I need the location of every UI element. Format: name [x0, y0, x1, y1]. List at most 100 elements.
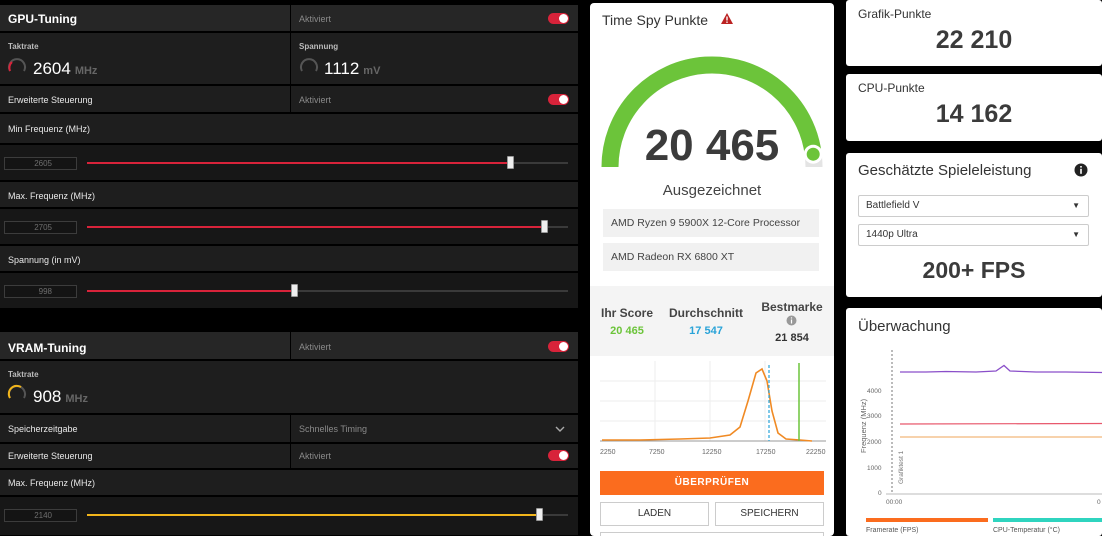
- gpu-min-freq-row: Min Frequenz (MHz): [0, 114, 578, 144]
- divider: [290, 332, 291, 360]
- score-comparison: Ihr Score 20 465 Durchschnitt 17 547 Bes…: [590, 286, 834, 356]
- tuning-panel: GPU-Tuning Aktiviert Taktrate 2604 MHz Sp…: [0, 5, 578, 536]
- vram-max-freq-thumb[interactable]: [536, 508, 543, 521]
- gpu-max-freq-thumb[interactable]: [541, 220, 548, 233]
- gpu-clock-value: 2604 MHz: [33, 59, 98, 78]
- cpu-name: AMD Ryzen 9 5900X 12-Core Processor: [603, 209, 819, 237]
- average-label: Durchschnitt: [668, 306, 743, 320]
- gpu-max-freq-row: Max. Frequenz (MHz): [0, 182, 578, 208]
- gpu-voltage-slider-row: 998: [0, 273, 578, 309]
- monitor-ytick: 3000: [867, 413, 882, 420]
- gpu-voltage-track[interactable]: [87, 290, 568, 292]
- gpu-max-freq-input[interactable]: 2705: [4, 221, 77, 234]
- monitoring-title: Überwachung: [858, 318, 951, 335]
- vram-max-freq-fill: [87, 514, 539, 516]
- gpu-tuning-toggle[interactable]: [548, 13, 569, 24]
- vram-max-freq-input[interactable]: 2140: [4, 509, 77, 522]
- legend-cpu-temp: CPU-Temperatur (°C): [993, 526, 1060, 534]
- cpu-score-value: 14 162: [935, 100, 1013, 128]
- gpu-min-freq-label: Min Frequenz (MHz): [8, 124, 91, 134]
- info-icon[interactable]: [786, 315, 797, 326]
- your-score-value: 20 465: [610, 325, 644, 337]
- gpu-advanced-toggle[interactable]: [548, 94, 569, 105]
- gpu-min-freq-slider-row: 2605: [0, 145, 578, 181]
- chevron-down-icon[interactable]: [555, 425, 565, 433]
- preset-select[interactable]: 1440p Ultra ▼: [858, 224, 1089, 246]
- cpu-score-label: CPU-Punkte: [858, 81, 925, 95]
- vram-clock-value: 908 MHz: [33, 387, 88, 406]
- vram-tuning-header: VRAM-Tuning Aktiviert: [0, 332, 578, 360]
- vram-advanced-row: Erweiterte Steuerung Aktiviert: [0, 444, 578, 469]
- dist-tick: 22250: [806, 449, 826, 456]
- average-value: 17 547: [689, 325, 723, 337]
- gpu-advanced-row: Erweiterte Steuerung Aktiviert: [0, 86, 578, 113]
- vram-timing-row: Speicherzeitgabe Schnelles Timing: [0, 415, 578, 443]
- gpu-voltage-slider-label: Spannung (in mV): [8, 255, 81, 265]
- vram-tuning-title: VRAM-Tuning: [8, 341, 87, 355]
- gpu-voltage-label: Spannung: [299, 42, 339, 51]
- timespy-rating: Ausgezeichnet: [662, 182, 762, 199]
- monitor-ytick: 0: [878, 490, 882, 497]
- vram-advanced-toggle[interactable]: [548, 450, 569, 461]
- vram-tuning-status: Aktiviert: [299, 342, 332, 352]
- divider: [290, 415, 291, 443]
- gpu-voltage-value: 1112 mV: [324, 59, 381, 78]
- gpu-min-freq-input[interactable]: 2605: [4, 157, 77, 170]
- gpu-min-freq-thumb[interactable]: [507, 156, 514, 169]
- timespy-card: Time Spy Punkte 20 465 Ausgezeichnet AMD…: [590, 3, 834, 536]
- gpu-clock-gauge-icon: [8, 58, 26, 72]
- gpu-voltage-thumb[interactable]: [291, 284, 298, 297]
- cpu-score-card: CPU-Punkte 14 162: [846, 74, 1102, 141]
- dist-tick: 12250: [702, 449, 722, 456]
- score-gauge: [601, 56, 823, 168]
- gpu-tuning-header: GPU-Tuning Aktiviert: [0, 5, 578, 32]
- divider: [290, 5, 291, 32]
- divider: [290, 33, 291, 85]
- vram-max-freq-row: Max. Frequenz (MHz): [0, 470, 578, 496]
- info-icon[interactable]: [1074, 163, 1088, 177]
- monitor-ytick: 4000: [867, 388, 882, 395]
- monitor-xstart: 00:00: [886, 499, 903, 506]
- graphics-score-value: 22 210: [935, 26, 1013, 54]
- gpu-tuning-status: Aktiviert: [299, 14, 332, 24]
- gpu-voltage-gauge-icon: [300, 58, 318, 72]
- graphics-score-card: Grafik-Punkte 22 210: [846, 0, 1102, 66]
- gpu-max-freq-fill: [87, 226, 544, 228]
- graphics-score-label: Grafik-Punkte: [858, 7, 932, 21]
- check-button[interactable]: ÜBERPRÜFEN: [600, 471, 824, 495]
- save-button[interactable]: SPEICHERN: [715, 502, 824, 526]
- warning-icon[interactable]: [720, 12, 734, 25]
- vram-timing-select[interactable]: Schnelles Timing: [299, 424, 368, 434]
- game-performance-title: Geschätzte Spieleleistung: [858, 162, 1032, 179]
- gpu-min-freq-fill: [87, 162, 510, 164]
- timespy-title: Time Spy Punkte: [602, 12, 709, 28]
- gpu-clock-row: Taktrate 2604 MHz Spannung 1112 mV: [0, 33, 578, 85]
- vram-clock-row: Taktrate 908 MHz: [0, 361, 578, 414]
- dist-tick: 7250: [649, 449, 665, 456]
- legend-framerate: Framerate (FPS): [866, 527, 919, 534]
- monitor-marker: Grafiktest 1: [898, 450, 905, 484]
- gpu-tuning-title: GPU-Tuning: [8, 12, 78, 26]
- timespy-score: 20 465: [644, 121, 780, 170]
- monitor-ylabel: Frequenz (MHz): [859, 398, 868, 453]
- game-select[interactable]: Battlefield V ▼: [858, 195, 1089, 217]
- fps-estimate: 200+ FPS: [922, 257, 1026, 283]
- monitoring-card: Überwachung Frequenz (MHz) 4000 3000 200…: [846, 308, 1102, 536]
- best-label: Bestmarke: [761, 300, 823, 314]
- vram-max-freq-label: Max. Frequenz (MHz): [8, 478, 96, 488]
- dist-tick: 17250: [756, 449, 776, 456]
- gpu-advanced-status: Aktiviert: [299, 95, 332, 105]
- gpu-voltage-slider-label-row: Spannung (in mV): [0, 246, 578, 272]
- vram-timing-label: Speicherzeitgabe: [8, 424, 78, 434]
- more-button-edge: [600, 532, 824, 536]
- vram-tuning-toggle[interactable]: [548, 341, 569, 352]
- best-value: 21 854: [775, 332, 809, 344]
- game-performance-card: Geschätzte Spieleleistung Battlefield V ▼…: [846, 153, 1102, 297]
- vram-advanced-status: Aktiviert: [299, 451, 332, 461]
- divider: [290, 444, 291, 469]
- monitor-xend: 0: [1097, 499, 1101, 506]
- gpu-advanced-label: Erweiterte Steuerung: [8, 95, 93, 105]
- vram-max-freq-slider-row: 2140: [0, 497, 578, 536]
- load-button[interactable]: LADEN: [600, 502, 709, 526]
- gpu-voltage-input[interactable]: 998: [4, 285, 77, 298]
